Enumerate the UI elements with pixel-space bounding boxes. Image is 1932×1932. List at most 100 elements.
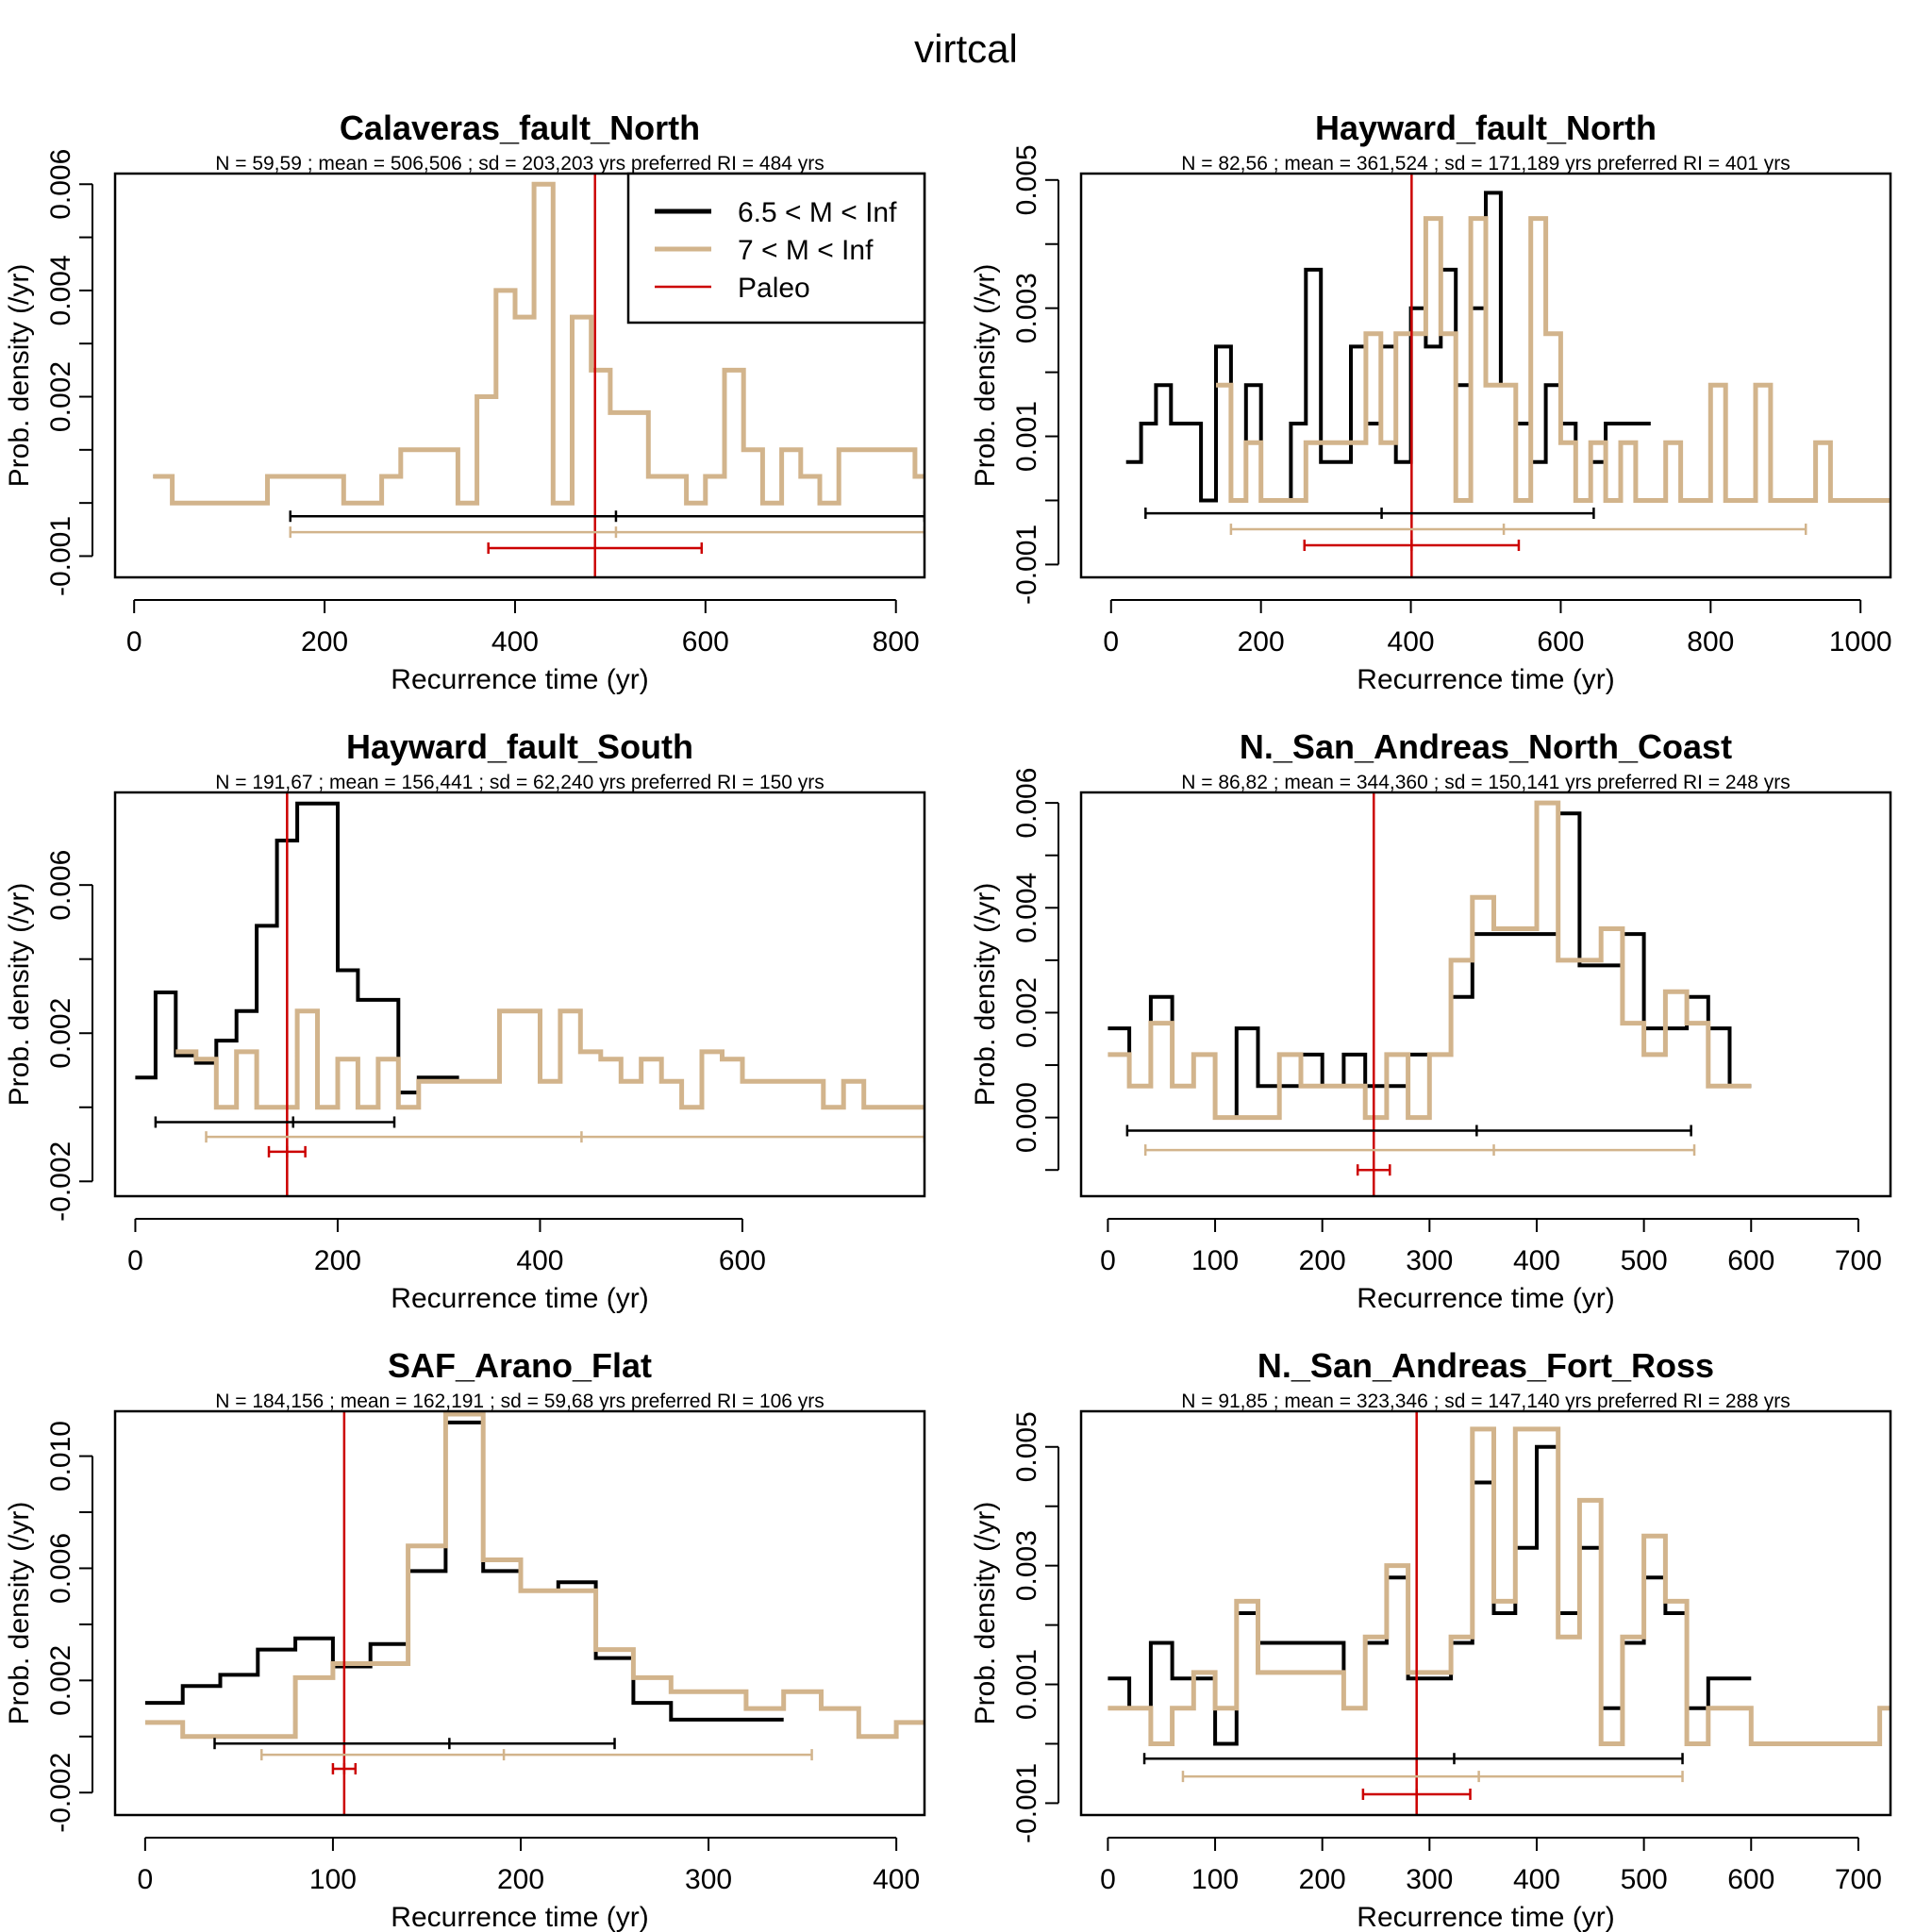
x-tick-label: 400 — [1388, 626, 1435, 658]
x-tick-label: 200 — [1299, 1864, 1346, 1895]
interval-bar-m65 — [1125, 1124, 1692, 1137]
x-tick-label: 1000 — [1829, 626, 1892, 658]
series-line-m7 — [1108, 1426, 1890, 1746]
x-tick-label: 0 — [1103, 626, 1119, 658]
x-axis-label: Recurrence time (yr) — [1357, 1283, 1614, 1314]
x-tick-label: 700 — [1835, 1245, 1882, 1276]
x-tick-label: 400 — [873, 1864, 920, 1895]
interval-bar-paleo — [487, 542, 704, 555]
x-tick-label: 500 — [1621, 1864, 1668, 1895]
plot-frame — [113, 1409, 926, 1817]
plot-area — [144, 1411, 924, 1815]
y-axis: -0.001 0.002 0.004 0.006 Prob. density (/yr) — [4, 149, 93, 596]
x-tick-label: 400 — [1513, 1864, 1560, 1895]
interval-bar-m7 — [205, 1131, 924, 1143]
interval-bar-paleo — [1303, 540, 1521, 552]
plot-area — [135, 792, 924, 1196]
chart-subtitle: N = 191,67 ; mean = 156,441 ; sd = 62,24… — [215, 772, 824, 793]
x-tick-label: 0 — [1100, 1864, 1116, 1895]
chart-title: N._San_Andreas_Fort_Ross — [1257, 1346, 1714, 1385]
y-tick-label: 0.006 — [45, 850, 76, 921]
x-tick-label: 600 — [1727, 1864, 1774, 1895]
y-axis-label: Prob. density (/yr) — [4, 264, 35, 488]
chart-subtitle: N = 86,82 ; mean = 344,360 ; sd = 150,14… — [1181, 772, 1790, 793]
chart-subtitle: N = 91,85 ; mean = 323,346 ; sd = 147,14… — [1181, 1391, 1790, 1412]
y-tick-label: -0.001 — [1011, 1763, 1042, 1843]
y-tick-label: 0.002 — [45, 1645, 76, 1716]
x-tick-label: 200 — [497, 1864, 544, 1895]
y-tick-label: 0.002 — [1011, 977, 1042, 1048]
interval-bar-m65 — [154, 1116, 396, 1128]
y-tick-label: 0.005 — [1011, 144, 1042, 215]
y-tick-label: 0.001 — [1011, 401, 1042, 472]
series-line-m65 — [144, 1420, 784, 1722]
y-axis-label: Prob. density (/yr) — [970, 264, 1001, 488]
y-axis: -0.002 0.002 0.006 0.010 Prob. density (/yr) — [4, 1421, 93, 1833]
chart-title: Calaveras_fault_North — [340, 108, 700, 147]
legend-label: 6.5 < M < Inf — [738, 197, 897, 228]
interval-bar-paleo — [1361, 1788, 1472, 1800]
y-axis-label: Prob. density (/yr) — [970, 883, 1001, 1107]
x-tick-label: 200 — [1238, 626, 1285, 658]
x-tick-label: 800 — [873, 626, 920, 658]
x-axis: 0 200 400 600 800 Recurrence time (yr) — [126, 599, 920, 695]
x-tick-label: 200 — [301, 626, 348, 658]
chart-title: Hayward_fault_North — [1315, 108, 1657, 147]
chart-subtitle: N = 184,156 ; mean = 162,191 ; sd = 59,6… — [215, 1391, 824, 1412]
x-tick-label: 300 — [685, 1864, 732, 1895]
x-tick-label: 100 — [1191, 1245, 1239, 1276]
x-tick-label: 600 — [1727, 1245, 1774, 1276]
interval-bar-m7 — [289, 526, 924, 539]
chart-subtitle: N = 82,56 ; mean = 361,524 ; sd = 171,18… — [1181, 153, 1790, 175]
x-tick-label: 0 — [1100, 1245, 1116, 1276]
chart-panel-4: N._San_Andreas_North_Coast N = 86,82 ; me… — [970, 727, 1892, 1314]
x-tick-label: 600 — [1537, 626, 1584, 658]
legend-label: 7 < M < Inf — [738, 235, 874, 266]
chart-title: N._San_Andreas_North_Coast — [1240, 727, 1732, 766]
y-tick-label: -0.001 — [45, 516, 76, 596]
y-tick-label: 0.002 — [45, 361, 76, 432]
x-axis-label: Recurrence time (yr) — [1357, 664, 1614, 695]
chart-panel-5: SAF_Arano_Flat N = 184,156 ; mean = 162,1… — [4, 1346, 926, 1932]
plot-area — [1108, 792, 1752, 1196]
series-line-m7 — [144, 1411, 924, 1740]
x-axis: 0 200 400 600 800 1000 Recurrence time (yr) — [1103, 599, 1892, 695]
x-tick-label: 300 — [1406, 1864, 1453, 1895]
y-tick-label: 0.003 — [1011, 1530, 1042, 1601]
y-tick-label: -0.001 — [1011, 525, 1042, 605]
y-tick-label: 0.002 — [45, 998, 76, 1069]
x-tick-label: 800 — [1687, 626, 1734, 658]
x-axis: 0 200 400 600 Recurrence time (yr) — [127, 1218, 766, 1314]
x-tick-label: 700 — [1835, 1864, 1882, 1895]
y-tick-label: 0.006 — [45, 1533, 76, 1604]
x-tick-label: 0 — [126, 626, 142, 658]
y-axis: 0.000 0.002 0.004 0.006 Prob. density (/yr) — [970, 768, 1059, 1172]
series-line-m7 — [1108, 800, 1752, 1121]
y-tick-label: 0.001 — [1011, 1649, 1042, 1720]
x-tick-label: 400 — [516, 1245, 563, 1276]
chart-panel-3: Hayward_fault_South N = 191,67 ; mean = 1… — [4, 727, 926, 1314]
x-tick-label: 100 — [1191, 1864, 1239, 1895]
x-tick-label: 200 — [1299, 1245, 1346, 1276]
x-axis-label: Recurrence time (yr) — [1357, 1902, 1614, 1932]
chart-title: SAF_Arano_Flat — [388, 1346, 652, 1385]
plot-frame — [113, 791, 926, 1198]
x-tick-label: 400 — [1513, 1245, 1560, 1276]
plot-frame — [1079, 791, 1892, 1198]
plot-area — [153, 174, 924, 577]
x-axis-label: Recurrence time (yr) — [391, 1283, 648, 1314]
interval-bar-paleo — [331, 1762, 358, 1774]
series-line-m65 — [1125, 191, 1651, 503]
interval-bar-m65 — [1142, 1753, 1684, 1765]
y-axis: -0.001 0.001 0.003 0.005 Prob. density (/yr) — [970, 1411, 1059, 1843]
interval-bar-paleo — [1356, 1164, 1391, 1176]
x-tick-label: 100 — [309, 1864, 357, 1895]
y-tick-label: 0.005 — [1011, 1411, 1042, 1482]
chart-title: Hayward_fault_South — [346, 727, 693, 766]
y-axis: -0.001 0.001 0.003 0.005 Prob. density (/yr) — [970, 144, 1059, 605]
x-axis: 0 100 200 300 400 500 600 700 Recurrence time (y… — [1100, 1837, 1882, 1932]
plot-frame — [1079, 1409, 1892, 1817]
y-tick-label: -0.002 — [45, 1141, 76, 1222]
x-tick-label: 400 — [491, 626, 539, 658]
